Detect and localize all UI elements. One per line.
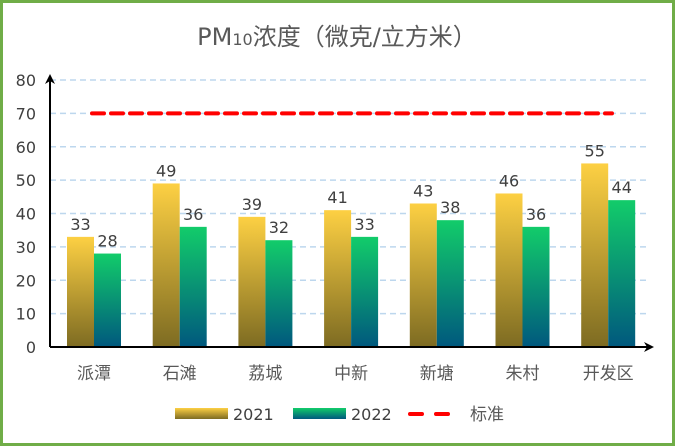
x-tick-label: 中新 [334,364,368,384]
bar-2022 [436,220,464,347]
x-tick-label: 开发区 [583,364,634,384]
legend-swatch-2022 [293,408,346,419]
data-label: 38 [440,198,460,217]
bar-2021 [495,193,523,347]
data-label: 43 [413,181,433,200]
bar-2022 [522,226,550,347]
x-tick-label: 荔城 [248,364,282,384]
y-tick-label: 40 [16,205,36,224]
bar-2021 [238,216,266,347]
data-label: 36 [183,205,203,224]
data-label: 44 [612,178,632,197]
bar-2021 [152,183,180,347]
x-tick-label: 朱村 [506,364,540,384]
x-tick-label: 新塘 [420,364,454,384]
y-tick-label: 20 [16,271,36,290]
bar-2021 [581,163,609,347]
bar-2022 [94,253,121,347]
data-label: 33 [354,215,374,234]
bar-2022 [608,200,636,347]
y-tick-label: 0 [26,338,36,357]
y-tick-label: 80 [16,71,36,90]
y-tick-label: 10 [16,305,36,324]
data-label: 32 [269,218,289,237]
data-label: 39 [242,195,262,214]
bar-2021 [409,203,437,347]
bar-2022 [351,236,379,347]
y-tick-label: 30 [16,238,36,257]
legend-swatch-2021 [175,408,228,419]
bar-2021 [67,236,94,347]
legend-label: 2021 [233,405,274,424]
data-label: 46 [499,171,519,190]
bar-2021 [324,210,352,347]
y-tick-label: 70 [16,104,36,123]
y-tick-label: 60 [16,138,36,157]
bar-2022 [265,240,293,347]
x-tick-label: 石滩 [163,364,197,384]
x-tick-label: 派潭 [77,364,111,384]
data-label: 33 [70,215,90,234]
bar-2022 [179,226,207,347]
legend-label: 2022 [351,405,392,424]
y-tick-label: 50 [16,171,36,190]
data-label: 55 [585,141,605,160]
data-label: 28 [97,232,117,251]
chart-title: PM10浓度（微克/立方米） [197,23,477,51]
data-label: 36 [526,205,546,224]
data-label: 49 [156,161,176,180]
data-label: 41 [327,188,347,207]
legend-label: 标准 [470,405,504,425]
